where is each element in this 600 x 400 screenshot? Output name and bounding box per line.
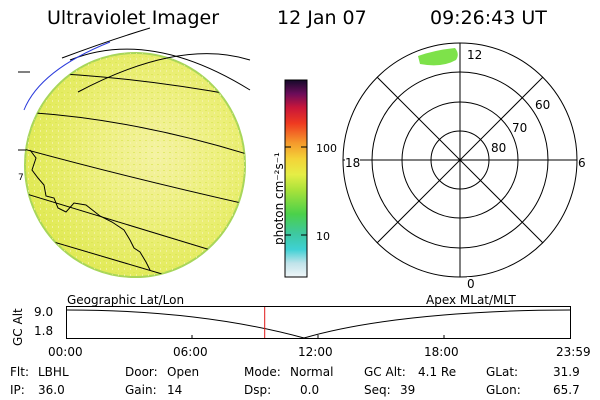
colorbar-tick-10: 10	[316, 230, 330, 243]
limb-line	[23, 41, 111, 111]
apex-coord-label: Apex MLat/MLT	[426, 293, 516, 307]
geographic-coord-label: Geographic Lat/Lon	[67, 293, 185, 307]
instrument-title: Ultraviolet Imager	[47, 7, 220, 29]
filter-label: Flt:	[10, 365, 29, 379]
longitude-line	[69, 48, 251, 91]
door-value: Open	[167, 365, 200, 379]
altitude-axis-label: GC Alt	[11, 308, 25, 346]
dsp-value: 0.0	[300, 383, 320, 397]
ip-value: 36.0	[38, 383, 65, 397]
gc-alt-value: 4.1 Re	[418, 365, 457, 379]
colorbar	[284, 79, 308, 278]
mlat-label-80: 80	[491, 141, 507, 155]
time-tick-1800: 18:00	[424, 345, 459, 359]
filter-value: LBHL	[38, 365, 69, 379]
door-label: Door:	[125, 365, 158, 379]
colorbar-tick-100: 100	[316, 142, 337, 155]
time-tick-0000: 00:00	[48, 345, 83, 359]
polar-plot	[342, 42, 578, 278]
aurora-patch	[418, 48, 458, 66]
latitude-line	[25, 111, 245, 156]
dsp-label: Dsp:	[244, 383, 272, 397]
mlt-label-12: 12	[467, 48, 483, 62]
mlat-label-60: 60	[535, 98, 551, 112]
altitude-plot	[66, 306, 571, 339]
altitude-tick-9: 9.0	[34, 305, 54, 319]
mlt-label-6: 6	[578, 156, 586, 170]
seq-label: Seq:	[364, 383, 391, 397]
altitude-tick-1-8: 1.8	[34, 324, 54, 338]
mode-value: Normal	[290, 365, 334, 379]
map-marker-label: 7	[18, 173, 24, 183]
seq-value: 39	[400, 383, 416, 397]
altitude-curve	[66, 309, 571, 339]
glat-value: 31.9	[553, 365, 580, 379]
latitude-line	[25, 147, 245, 206]
ip-label: IP:	[10, 383, 25, 397]
gain-value: 14	[167, 383, 183, 397]
time-tick-1200: 12:00	[298, 345, 333, 359]
date-label: 12 Jan 07	[277, 7, 367, 29]
colorbar-unit-label: photon cm⁻²s⁻¹	[272, 152, 286, 245]
mlat-label-70: 70	[512, 121, 528, 135]
gain-label: Gain:	[125, 383, 157, 397]
mlt-label-18: 18	[345, 156, 361, 170]
time-label: 09:26:43 UT	[430, 7, 547, 29]
glon-label: GLon:	[486, 383, 521, 397]
mode-label: Mode:	[244, 365, 281, 379]
longitude-line	[77, 53, 251, 93]
mlt-label-0: 0	[467, 277, 475, 291]
gc-alt-label: GC Alt:	[364, 365, 406, 379]
time-tick-0600: 06:00	[173, 345, 208, 359]
time-tick-2359: 23:59	[556, 345, 591, 359]
coastline	[29, 149, 151, 271]
coastline	[29, 237, 41, 251]
longitude-line	[61, 27, 151, 59]
glat-label: GLat:	[486, 365, 519, 379]
glon-value: 65.7	[553, 383, 580, 397]
